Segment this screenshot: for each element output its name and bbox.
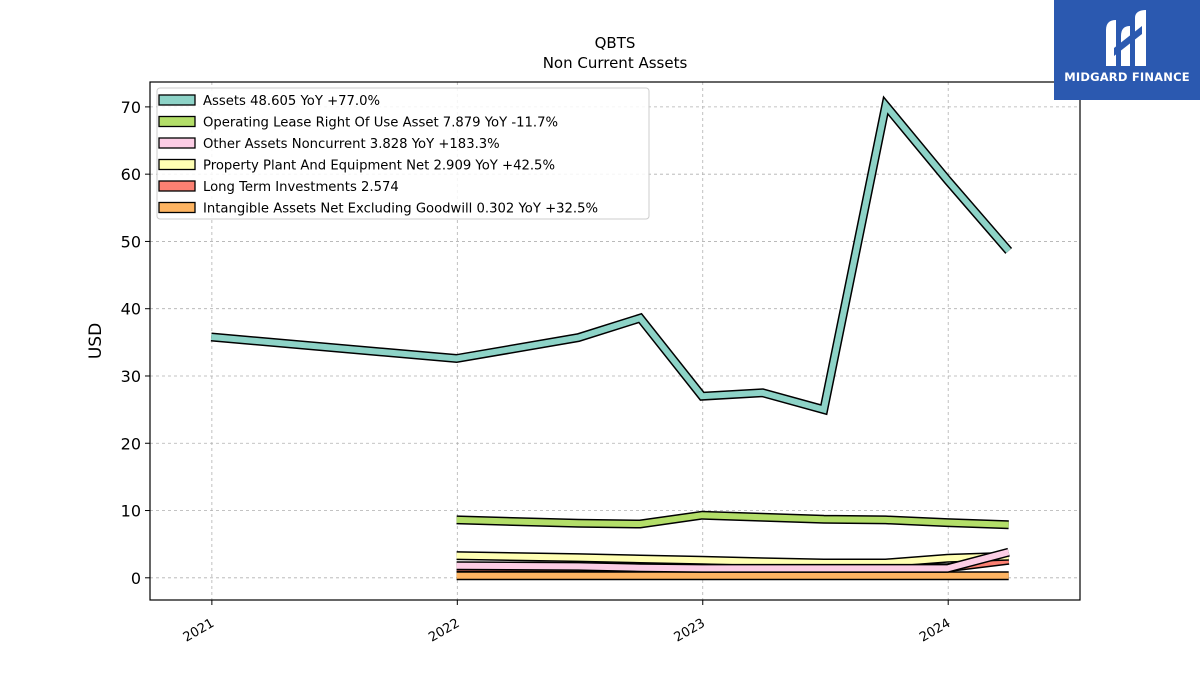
y-tick-label: 60 — [121, 165, 141, 184]
legend-entry: Intangible Assets Net Excluding Goodwill… — [203, 202, 598, 217]
logo-text: MIDGARD FINANCE — [1064, 70, 1190, 84]
legend-entry: Other Assets Noncurrent 3.828 YoY +183.3… — [203, 137, 500, 152]
legend-swatch — [158, 137, 196, 149]
legend-entry: Assets 48.605 YoY +77.0% — [203, 94, 380, 109]
legend-swatch — [158, 201, 196, 214]
y-tick-label: 20 — [121, 434, 141, 453]
legend-swatch — [158, 115, 196, 128]
x-tick-label: 2024 — [917, 616, 953, 646]
legend-entry: Operating Lease Right Of Use Asset 7.879… — [203, 116, 558, 131]
y-tick-label: 50 — [121, 232, 141, 251]
chart-subtitle: Non Current Assets — [543, 54, 688, 72]
legend-swatch — [158, 94, 196, 106]
legend-swatch — [158, 158, 196, 171]
x-tick-label: 2021 — [181, 616, 217, 646]
series-line-assets — [210, 98, 1011, 414]
legend-box — [156, 87, 650, 220]
plot-frame — [149, 81, 1081, 601]
midgard-m-logo-icon — [1106, 10, 1146, 66]
chart-title: QBTS — [595, 34, 636, 52]
legend-swatch — [158, 180, 196, 192]
y-tick-label: 10 — [121, 502, 141, 521]
midgard-finance-logo: MIDGARD FINANCE — [1054, 0, 1200, 100]
y-tick-label: 30 — [121, 367, 141, 386]
legend-entry: Long Term Investments 2.574 — [203, 180, 399, 195]
series-layer — [210, 95, 1013, 581]
y-tick-label: 0 — [131, 569, 141, 588]
legend-entry: Property Plant And Equipment Net 2.909 Y… — [203, 159, 555, 174]
series-line-property-plant-and-equipment-net — [456, 552, 1009, 566]
y-axis-label: USD — [86, 323, 106, 359]
x-tick-label: 2022 — [426, 616, 462, 646]
legend: Assets 48.605 YoY +77.0% Operating Lease … — [156, 87, 650, 220]
y-tick-label: 70 — [121, 98, 141, 117]
series-line-other-assets-noncurrent — [456, 549, 1010, 572]
series-line-operating-lease-right-of-use-asset — [456, 512, 1009, 528]
x-tick-label: 2023 — [672, 616, 708, 646]
y-tick-label: 40 — [121, 300, 141, 319]
